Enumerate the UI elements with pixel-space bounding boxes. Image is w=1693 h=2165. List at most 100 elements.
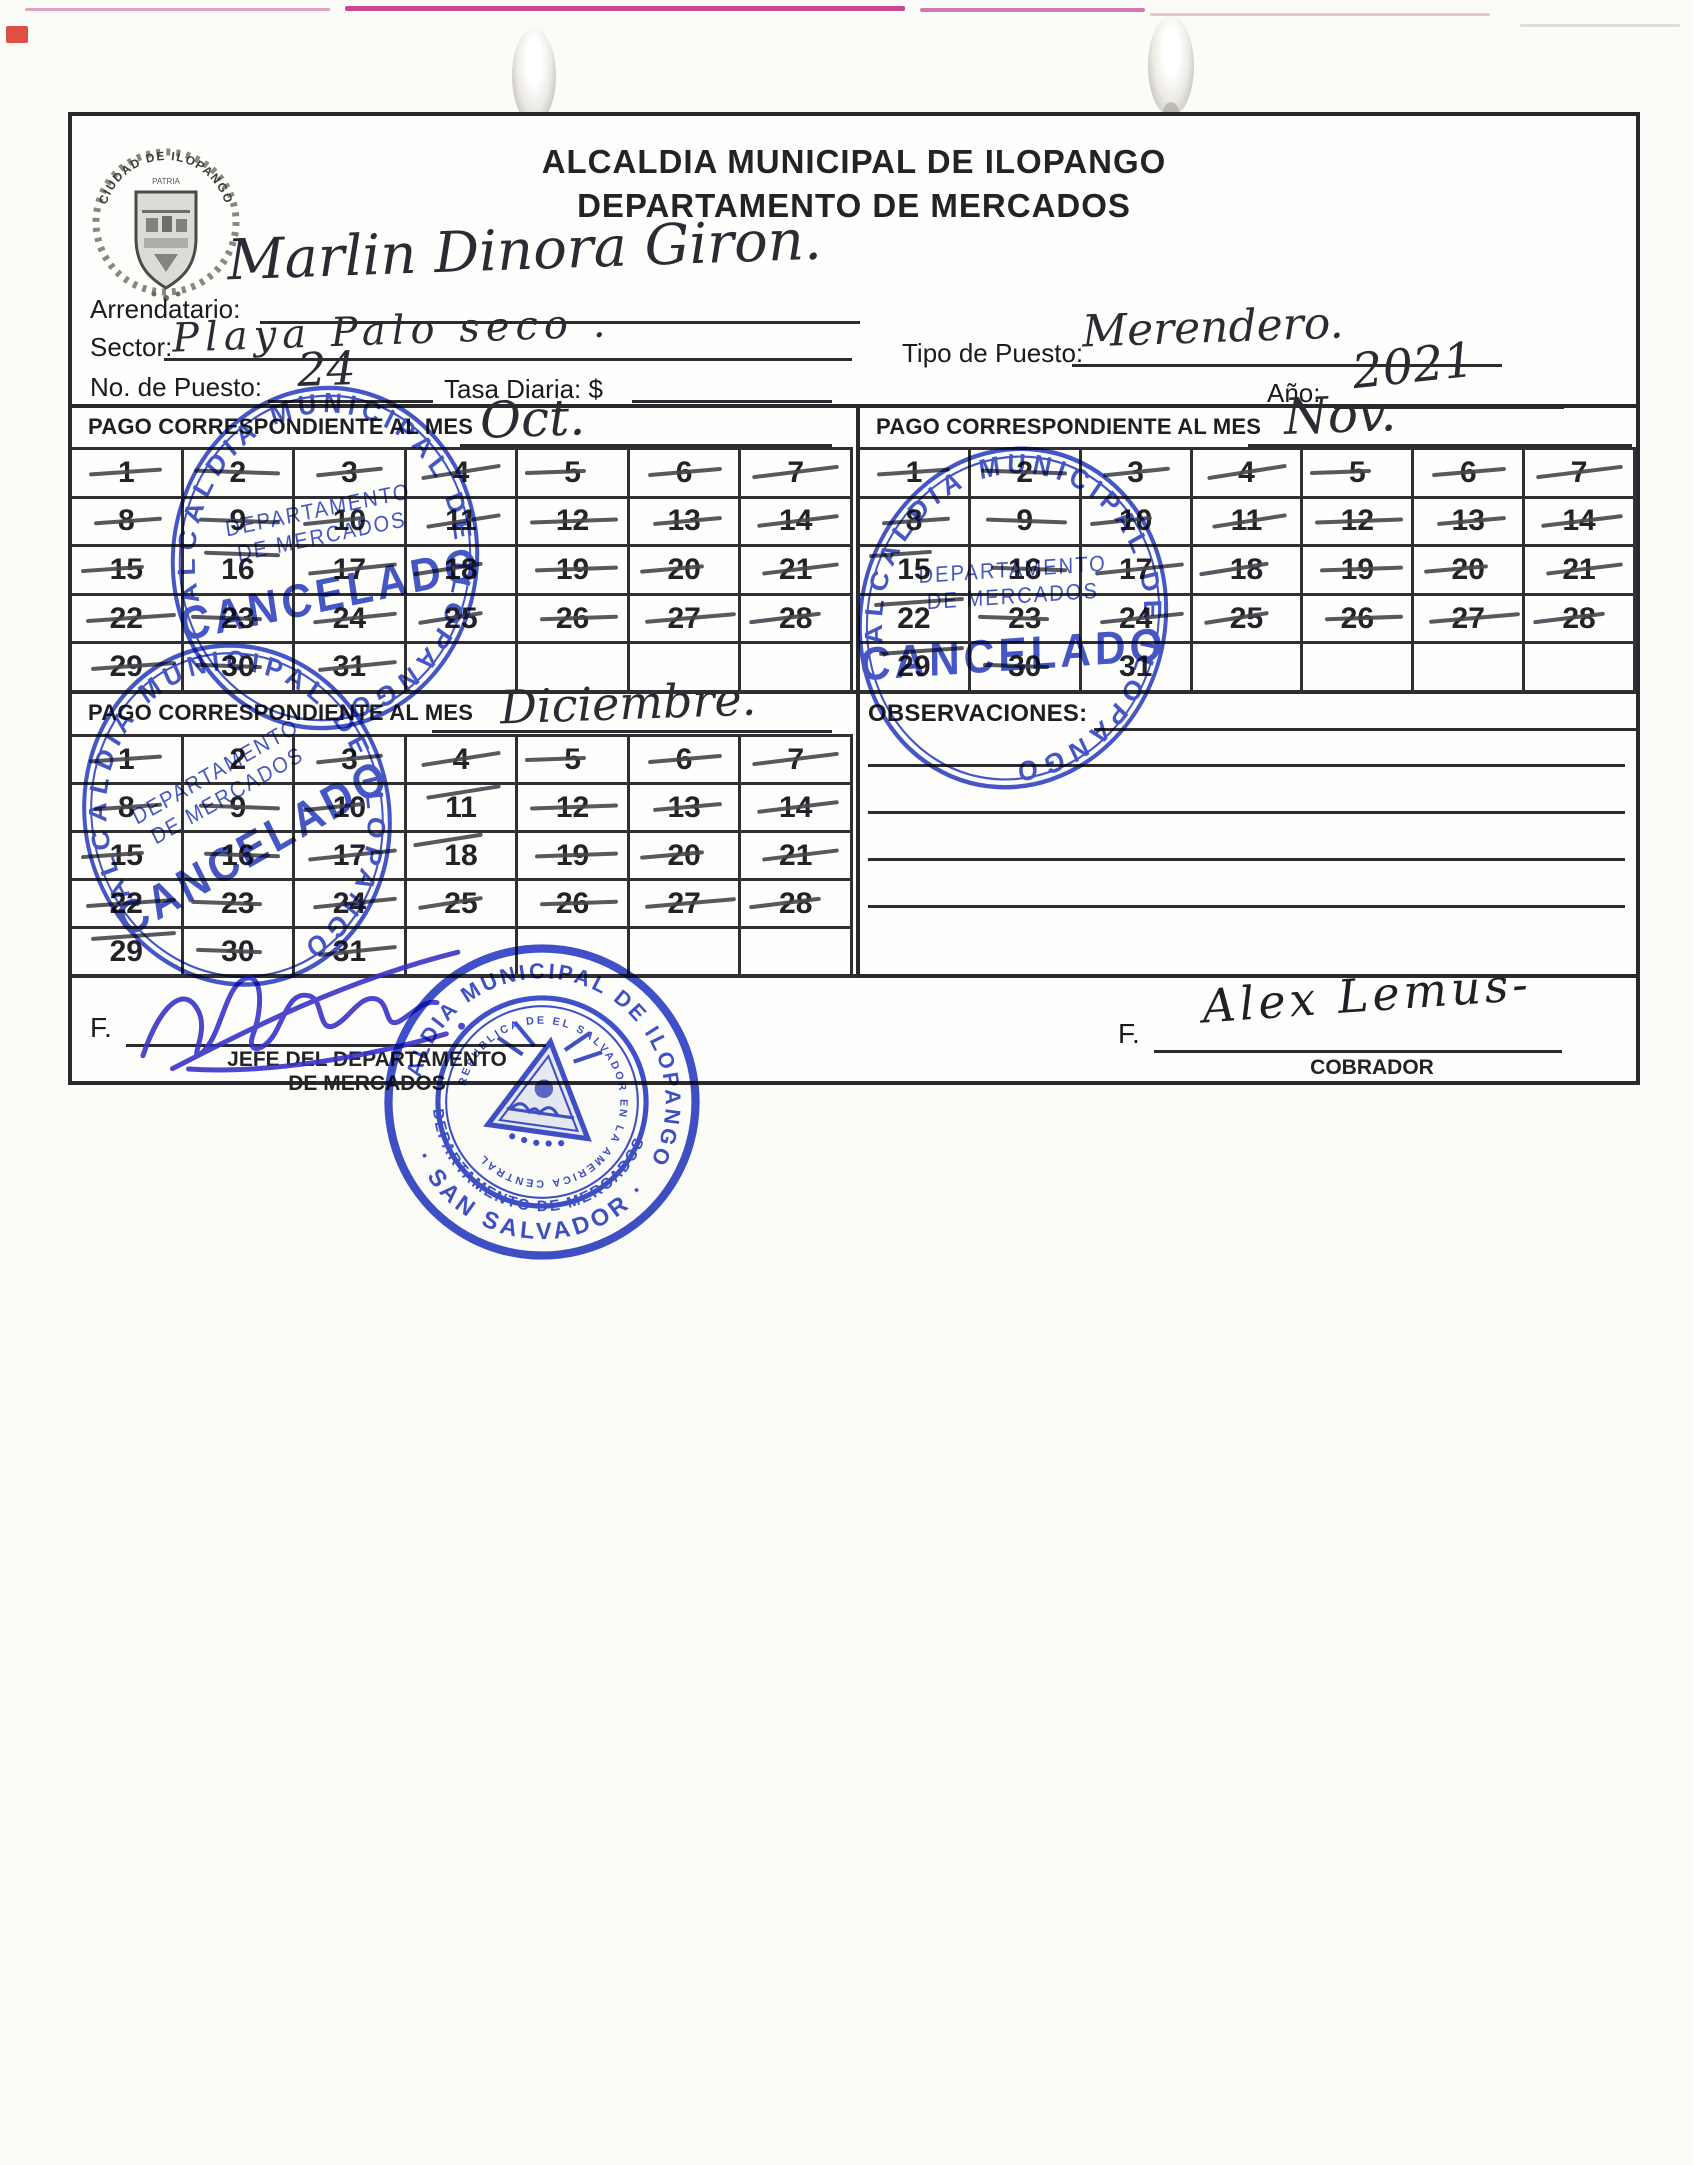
calendar-day-cell: [741, 929, 853, 977]
section-divider: [72, 974, 1636, 978]
calendar-day-cell: [1303, 644, 1415, 693]
tipo-de-puesto-value: Merendero.: [1081, 297, 1345, 358]
calendar-day-cell: 19: [518, 833, 630, 881]
column-divider: [856, 404, 860, 978]
month-value-november: Nov.: [1283, 384, 1398, 446]
day-number: 16: [221, 552, 255, 586]
tasa-diaria-label: Tasa Diaria: $: [444, 374, 603, 404]
calendar-day-cell: 17: [295, 833, 407, 881]
calendar-day-cell: 20: [1414, 547, 1526, 596]
scan-artifact-streak: [920, 8, 1145, 12]
calendar-day-cell: 31: [295, 929, 407, 977]
calendar-day-cell: [518, 644, 630, 693]
calendar-day-cell: 20: [629, 547, 742, 596]
month-value-december: Diciembre.: [499, 671, 758, 735]
calendar-day-cell: 8: [72, 785, 184, 833]
calendar-day-cell: 14: [741, 498, 853, 548]
no-de-puesto-label: No. de Puesto:: [90, 372, 262, 402]
calendar-day-cell: 31: [295, 644, 407, 693]
calendar-day-cell: 9: [183, 498, 296, 548]
ruled-line: [868, 858, 1625, 861]
field-underline: [268, 400, 433, 403]
day-number: 18: [444, 838, 478, 872]
calendar-day-cell: 24: [295, 881, 407, 929]
calendar-day-cell: [629, 929, 742, 977]
calendar-day-cell: [1525, 644, 1636, 693]
calendar-day-cell: 5: [518, 450, 630, 499]
title-line2: DEPARTAMENTO DE MERCADOS: [577, 187, 1131, 224]
arrendatario-label: Arrendatario:: [90, 294, 241, 324]
calendar-day-cell: 2: [183, 450, 296, 499]
signature-line-right: [1154, 1050, 1562, 1053]
scan-artifact-streak: [1520, 24, 1680, 27]
staple-glare: [512, 28, 556, 124]
calendar-day-cell: 4: [406, 450, 519, 499]
signature-line-left: [126, 1044, 546, 1047]
f-label-left: F.: [90, 1012, 112, 1043]
calendar-day-cell: 2: [970, 450, 1082, 499]
calendar-day-cell: 23: [970, 595, 1082, 645]
field-underline: [164, 358, 852, 361]
calendar-day-cell: 3: [295, 737, 407, 785]
anio-label: Año:: [1267, 378, 1321, 408]
scan-artifact-streak: [1150, 13, 1490, 16]
f-label-right: F.: [1118, 1018, 1140, 1049]
calendar-day-cell: 3: [1081, 450, 1193, 499]
coat-of-arms: [483, 1020, 603, 1147]
calendar-day-cell: 6: [629, 450, 742, 499]
calendar-day-cell: 7: [741, 737, 853, 785]
calendar-day-cell: 6: [1414, 450, 1526, 499]
calendar-day-cell: 19: [518, 547, 630, 596]
calendar-day-cell: 7: [741, 450, 853, 499]
calendar-day-cell: 28: [1525, 595, 1636, 645]
calendar-day-cell: 29: [860, 644, 971, 693]
scan-artifact-streak: [25, 8, 330, 11]
calendar-day-cell: [741, 644, 853, 693]
official-seal-stamp: ALCALDIA MUNICIPAL DE ILOPANGO DEPARTAME…: [357, 910, 711, 1261]
calendar-day-cell: 31: [1081, 644, 1193, 693]
tipo-de-puesto-label: Tipo de Puesto:: [902, 338, 1084, 368]
calendar-day-cell: 2: [183, 737, 296, 785]
day-number: 29: [897, 650, 931, 684]
calendar-day-cell: 14: [1525, 498, 1636, 548]
jefe-signature: [140, 949, 466, 1073]
calendar-day-cell: 13: [1414, 498, 1526, 548]
calendar-day-cell: 1: [860, 450, 971, 499]
calendar-day-cell: 17: [1081, 547, 1193, 596]
calendar-day-cell: [518, 929, 630, 977]
calendar-day-cell: 7: [1525, 450, 1636, 499]
calendar-day-cell: 12: [1303, 498, 1415, 548]
day-number: 15: [897, 552, 931, 586]
calendar-day-cell: 27: [1414, 595, 1526, 645]
calendar-day-cell: 13: [629, 785, 742, 833]
svg-text:CANCELADO: CANCELADO: [860, 619, 1167, 691]
calendar-day-cell: 11: [1192, 498, 1304, 548]
calendar-day-cell: 24: [1081, 595, 1193, 645]
calendar-day-cell: [629, 644, 742, 693]
calendar-day-cell: 30: [970, 644, 1082, 693]
calendar-day-cell: 5: [1303, 450, 1415, 499]
section-divider: [72, 404, 1636, 408]
calendar-grid-november: 1234567891011121314151617181920212223242…: [860, 447, 1636, 693]
month-underline: [432, 730, 832, 733]
calendar-day-cell: 18: [406, 832, 519, 881]
calendar-header-november: PAGO CORRESPONDIENTE AL MES: [876, 414, 1262, 439]
calendar-day-cell: 26: [518, 881, 630, 929]
calendar-day-cell: [1192, 644, 1304, 693]
ruled-line: [868, 764, 1625, 767]
cancelado-stamp-december: ALCALDIA MUNICIPAL DE ILOPANGO DEPARTAME…: [36, 595, 438, 1035]
calendar-day-cell: 27: [629, 881, 742, 929]
calendar-day-cell: 4: [406, 737, 519, 785]
calendar-day-cell: 9: [970, 498, 1082, 548]
calendar-day-cell: 21: [741, 547, 853, 596]
calendar-day-cell: 21: [741, 833, 853, 881]
day-number: 2: [229, 742, 247, 776]
observaciones-lines: [868, 690, 1625, 974]
calendar-day-cell: 26: [1303, 595, 1415, 645]
field-underline: [632, 400, 832, 403]
calendar-day-cell: 8: [860, 498, 971, 548]
calendar-day-cell: [406, 644, 519, 693]
calendar-day-cell: 1: [72, 737, 184, 785]
calendar-day-cell: 23: [183, 595, 296, 645]
